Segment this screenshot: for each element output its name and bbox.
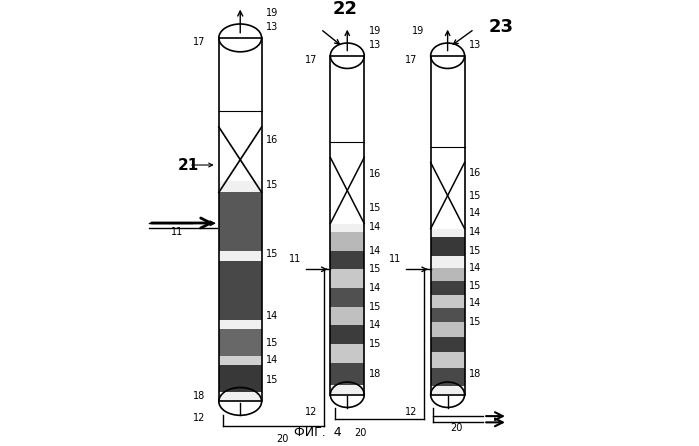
Text: 13: 13 [368, 40, 381, 50]
Bar [219, 356, 261, 365]
Text: 14: 14 [266, 311, 278, 321]
Bar [431, 295, 465, 308]
Bar [331, 269, 364, 288]
Bar [431, 256, 465, 268]
Text: 15: 15 [469, 191, 482, 202]
Text: ФИГ.  4: ФИГ. 4 [294, 426, 342, 439]
Bar [431, 237, 465, 256]
Text: 12: 12 [193, 413, 206, 423]
Bar [331, 384, 364, 395]
Text: 19: 19 [368, 26, 381, 36]
Text: 15: 15 [469, 246, 482, 256]
Bar [331, 325, 364, 344]
Ellipse shape [331, 45, 364, 66]
Bar [219, 251, 261, 261]
Text: 14: 14 [469, 208, 482, 219]
Text: 15: 15 [368, 301, 381, 312]
Text: 14: 14 [469, 298, 482, 308]
Text: 15: 15 [469, 317, 482, 327]
Ellipse shape [219, 25, 261, 51]
Text: 20: 20 [354, 428, 366, 438]
Text: 15: 15 [266, 338, 278, 348]
Text: 14: 14 [469, 227, 482, 237]
Text: 15: 15 [266, 375, 278, 384]
Ellipse shape [431, 45, 465, 66]
Bar [219, 365, 261, 392]
Bar [331, 306, 364, 325]
Text: 17: 17 [405, 55, 417, 65]
Text: 19: 19 [412, 26, 424, 36]
Text: 14: 14 [368, 283, 381, 293]
Text: 21: 21 [178, 157, 199, 173]
Text: 15: 15 [368, 339, 381, 349]
Bar [331, 288, 364, 306]
Text: 22: 22 [333, 0, 358, 18]
Bar [431, 308, 465, 322]
Text: 14: 14 [469, 263, 482, 273]
Text: 14: 14 [368, 222, 381, 232]
Bar [331, 223, 364, 232]
Text: 15: 15 [266, 180, 278, 190]
Text: 13: 13 [469, 40, 482, 50]
Bar [219, 182, 261, 192]
Bar [431, 56, 465, 395]
Text: 16: 16 [368, 169, 381, 179]
Text: 18: 18 [469, 369, 482, 380]
Text: 11: 11 [171, 227, 183, 237]
Bar [431, 268, 465, 281]
Text: 16: 16 [266, 135, 278, 145]
Ellipse shape [431, 384, 465, 405]
Text: 15: 15 [368, 264, 381, 274]
Bar [431, 281, 465, 295]
Bar [219, 320, 261, 329]
Bar [219, 192, 261, 251]
Text: 20: 20 [276, 434, 288, 444]
Bar [331, 232, 364, 251]
Bar [219, 38, 261, 401]
Text: 18: 18 [368, 369, 381, 380]
Text: 18: 18 [193, 391, 206, 401]
Text: 19: 19 [266, 8, 278, 18]
Text: 14: 14 [266, 355, 278, 364]
Bar [331, 251, 364, 269]
Bar [219, 392, 261, 401]
Bar [219, 329, 261, 356]
Bar [431, 352, 465, 368]
Bar [331, 344, 364, 363]
Text: 15: 15 [469, 281, 482, 291]
Ellipse shape [219, 388, 261, 414]
Text: 12: 12 [305, 407, 317, 417]
Ellipse shape [331, 384, 364, 405]
Bar [431, 386, 465, 395]
Bar [431, 322, 465, 337]
Text: 14: 14 [368, 320, 381, 330]
Text: 20: 20 [450, 423, 462, 433]
Text: 16: 16 [469, 168, 482, 178]
Bar [431, 229, 465, 237]
Text: 11: 11 [289, 254, 301, 264]
Bar [331, 56, 364, 395]
Bar [331, 363, 364, 384]
Text: 17: 17 [305, 55, 317, 65]
Text: 13: 13 [266, 22, 278, 32]
Text: 11: 11 [389, 254, 402, 264]
Bar [431, 337, 465, 352]
Bar [431, 56, 465, 395]
Bar [219, 261, 261, 320]
Text: 23: 23 [489, 18, 514, 36]
Bar [431, 368, 465, 386]
Text: 12: 12 [405, 407, 417, 417]
Bar [219, 38, 261, 401]
Text: 17: 17 [193, 37, 206, 47]
Text: 14: 14 [368, 246, 381, 256]
Bar [331, 56, 364, 395]
Text: 15: 15 [266, 249, 278, 259]
Text: 15: 15 [368, 203, 381, 213]
